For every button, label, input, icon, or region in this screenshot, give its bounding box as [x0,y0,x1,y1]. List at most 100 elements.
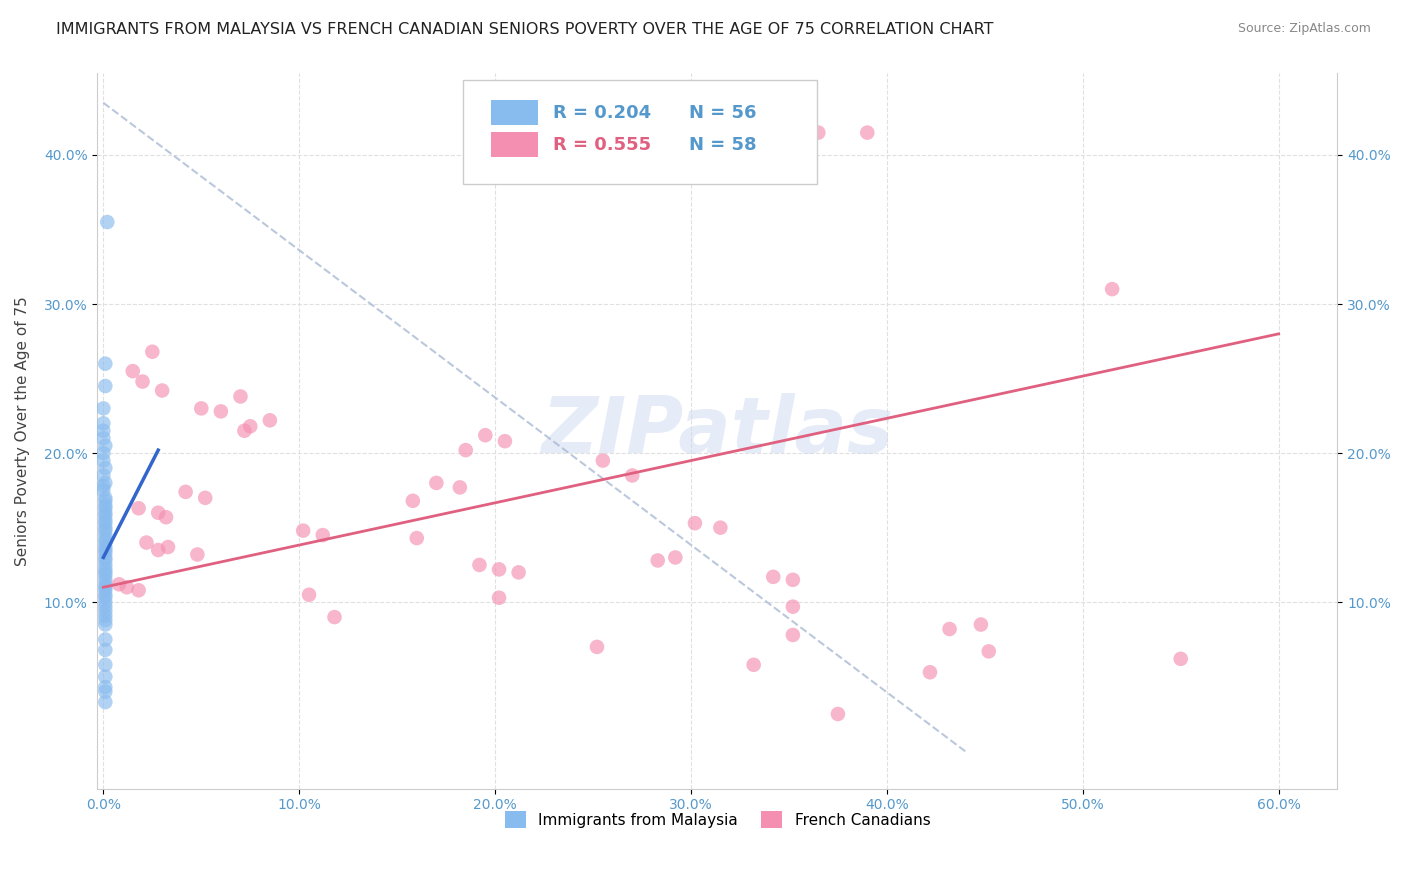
Text: Source: ZipAtlas.com: Source: ZipAtlas.com [1237,22,1371,36]
Point [94,657,117,672]
Point [148,543,170,558]
Point [827,706,849,721]
Point [156,540,179,554]
Point [93,453,115,467]
Point [1170,652,1192,666]
Point [94,617,117,632]
Text: N = 58: N = 58 [689,136,756,154]
Point [94,546,117,560]
Point [94,516,117,531]
Point [141,344,163,359]
Text: R = 0.555: R = 0.555 [553,136,651,154]
Point [94,508,117,523]
Point [94,439,117,453]
Point [93,479,115,493]
Point [494,434,516,449]
Point [93,401,115,416]
Point [683,516,706,531]
Point [94,524,117,538]
Point [938,622,960,636]
Point [94,599,117,614]
Point [233,424,256,438]
Legend: Immigrants from Malaysia, French Canadians: Immigrants from Malaysia, French Canadia… [499,805,936,835]
Point [454,443,477,458]
Point [131,375,153,389]
Point [474,428,496,442]
Point [94,577,117,591]
Point [94,568,117,582]
Point [259,413,281,427]
Point [94,491,117,505]
Point [94,588,117,602]
Point [94,550,117,565]
Point [94,583,117,598]
Point [94,608,117,623]
Point [918,665,941,680]
Point [94,553,117,567]
Point [128,501,150,516]
Point [94,591,117,605]
Point [94,573,117,587]
Text: N = 56: N = 56 [689,104,756,122]
Point [94,643,117,657]
Point [115,580,138,594]
Point [93,431,115,445]
Point [94,493,117,508]
Point [94,501,117,516]
Point [621,468,644,483]
Point [586,640,609,654]
Point [94,535,117,549]
Point [762,570,785,584]
Point [592,453,614,467]
Point [970,617,993,632]
Text: ZIPatlas: ZIPatlas [541,392,894,469]
Point [94,506,117,520]
Point [93,446,115,460]
Point [194,491,217,505]
Point [96,215,118,229]
Text: IMMIGRANTS FROM MALAYSIA VS FRENCH CANADIAN SENIORS POVERTY OVER THE AGE OF 75 C: IMMIGRANTS FROM MALAYSIA VS FRENCH CANAD… [56,22,994,37]
Point [121,364,143,378]
Point [94,533,117,547]
Point [94,513,117,527]
FancyBboxPatch shape [463,80,817,184]
Point [977,644,1000,658]
Point [229,389,252,403]
Point [94,379,117,393]
Point [488,591,510,605]
Point [94,543,117,558]
Point [94,528,117,542]
Point [94,475,117,490]
Point [402,493,425,508]
Point [312,528,335,542]
Point [94,632,117,647]
Point [94,461,117,475]
Point [94,521,117,535]
Point [94,498,117,512]
Point [323,610,346,624]
Point [742,657,765,672]
Point [94,580,117,594]
Point [468,558,491,572]
Point [94,695,117,709]
Point [709,521,731,535]
Point [782,573,804,587]
Point [94,566,117,580]
Point [405,531,427,545]
Point [94,684,117,698]
Point [94,680,117,694]
Point [150,384,173,398]
Point [856,126,879,140]
Point [647,553,669,567]
Point [94,595,117,609]
Point [190,401,212,416]
Point [94,558,117,572]
Point [135,535,157,549]
Point [782,599,804,614]
Point [93,468,115,483]
Point [128,583,150,598]
Point [93,417,115,431]
Point [209,404,232,418]
Point [155,510,177,524]
Point [94,604,117,618]
